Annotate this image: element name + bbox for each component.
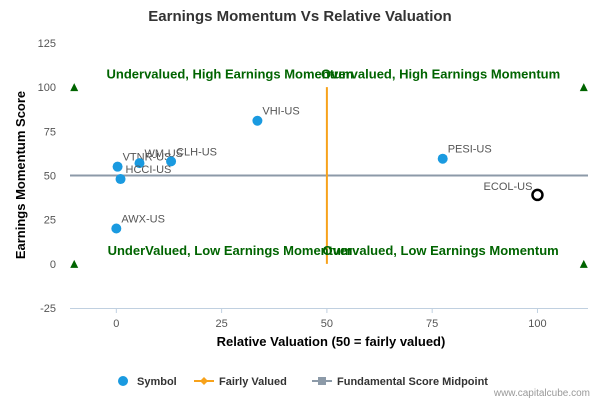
y-axis-title: Earnings Momentum Score (13, 91, 28, 259)
legend-fairly-valued-label[interactable]: Fairly Valued (219, 376, 287, 388)
data-point (115, 174, 126, 185)
quadrant-marker (70, 83, 79, 92)
quadrant-marker (579, 259, 588, 268)
y-tick-label: 125 (38, 38, 56, 50)
y-tick-label: 75 (44, 126, 56, 138)
quadrant-label: Overvalued, Low Earnings Momentum (322, 243, 558, 258)
plot-area: 0 25 50 75 100 -25 0 25 50 75 100 125 Undervalued, H… (38, 38, 588, 330)
data-point-label: VTNR-US (123, 152, 172, 164)
y-tick-label: 25 (44, 215, 56, 227)
legend-fairly-valued-marker (200, 377, 208, 385)
data-point-label: CLH-US (176, 146, 217, 158)
quadrant-marker (579, 83, 588, 92)
y-tick-label: 100 (38, 82, 56, 94)
y-tick-label: 0 (50, 259, 56, 271)
chart-title: Earnings Momentum Vs Relative Valuation (148, 8, 451, 25)
data-point (111, 223, 122, 234)
legend: Symbol Fairly Valued Fundamental Score M… (118, 376, 488, 388)
legend-midpoint-marker (318, 377, 326, 385)
data-point (112, 161, 123, 172)
data-point-label: AWX-US (121, 214, 165, 226)
x-axis-title: Relative Valuation (50 = fairly valued) (217, 334, 446, 349)
highlight-point-label: ECOL-US (484, 181, 533, 193)
quadrant-label: Overvalued, High Earnings Momentum (321, 66, 560, 81)
legend-symbol-marker (118, 376, 128, 386)
quadrant-label: UnderValued, Low Earnings Momentum (108, 243, 353, 258)
data-point (134, 158, 145, 169)
x-tick-label: 75 (426, 318, 438, 330)
y-tick-label: -25 (40, 303, 56, 315)
data-point-label: PESI-US (448, 144, 492, 156)
data-point (437, 153, 448, 164)
x-tick-label: 0 (113, 318, 119, 330)
y-tick-label: 50 (44, 171, 56, 183)
quadrant-marker (70, 259, 79, 268)
x-tick-label: 50 (321, 318, 333, 330)
data-point-label: HCCI-US (126, 164, 172, 176)
data-point (252, 115, 263, 126)
data-point (166, 156, 177, 167)
x-tick-label: 25 (215, 318, 227, 330)
data-point-label: VHI-US (262, 106, 299, 118)
quadrant-label: Undervalued, High Earnings Momentum (107, 66, 354, 81)
x-tick-label: 100 (528, 318, 546, 330)
credit-text: www.capitalcube.com (493, 388, 590, 399)
highlight-point (531, 188, 544, 202)
legend-midpoint-label[interactable]: Fundamental Score Midpoint (337, 376, 488, 388)
legend-symbol-label[interactable]: Symbol (137, 376, 177, 388)
